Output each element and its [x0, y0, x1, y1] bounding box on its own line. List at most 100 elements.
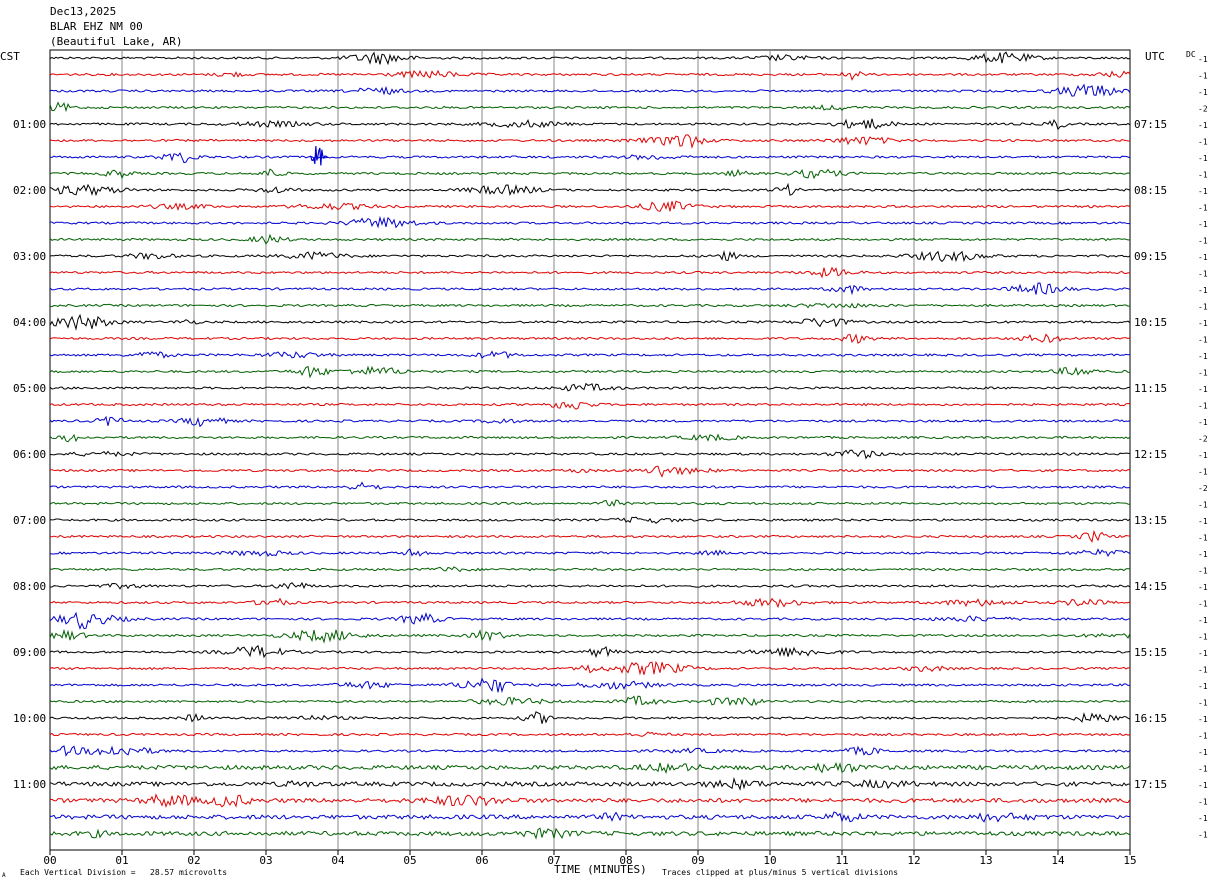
dc-offset-value: -1: [1198, 715, 1208, 724]
x-tick-label: 15: [1123, 854, 1136, 867]
x-tick-label: 06: [475, 854, 488, 867]
seismic-trace: [49, 101, 1131, 113]
dc-offset-value: -1: [1198, 121, 1208, 130]
seismic-trace: [49, 611, 1131, 630]
seismic-trace: [49, 827, 1131, 840]
right-hour-label: 11:15: [1134, 382, 1167, 395]
seismic-trace: [49, 118, 1131, 131]
left-hour-label: 08:00: [13, 580, 46, 593]
dc-offset-value: -1: [1198, 220, 1208, 229]
left-hour-label: 05:00: [13, 382, 46, 395]
dc-offset-value: -1: [1198, 798, 1208, 807]
seismic-trace: [50, 581, 1131, 590]
seismic-trace: [49, 215, 1131, 229]
seismic-trace: [49, 677, 1130, 694]
right-timezone-label: UTC: [1145, 50, 1165, 63]
x-tick-label: 04: [331, 854, 345, 867]
x-tick-label: 10: [763, 854, 776, 867]
right-hour-label: 17:15: [1134, 778, 1167, 791]
dc-offset-value: -1: [1198, 501, 1208, 510]
seismic-trace: [49, 548, 1131, 557]
dc-offset-value: -1: [1198, 666, 1208, 675]
station-code: BLAR EHZ NM 00: [50, 20, 143, 33]
x-tick-label: 09: [691, 854, 704, 867]
seismic-trace: [49, 481, 1131, 490]
seismic-trace: [49, 628, 1131, 644]
seismic-trace: [49, 745, 1131, 757]
dc-offset-value: -1: [1198, 237, 1208, 246]
seismic-trace: [49, 401, 1131, 410]
seismic-trace: [49, 516, 1131, 524]
seismic-trace: [50, 302, 1130, 309]
right-hour-label: 12:15: [1134, 448, 1167, 461]
dc-offset-value: -1: [1198, 187, 1208, 196]
dc-offset-value: -1: [1198, 451, 1208, 460]
seismic-trace: [49, 350, 1131, 360]
left-hour-label: 07:00: [13, 514, 46, 527]
seismic-trace: [49, 69, 1131, 81]
seismic-trace: [49, 711, 1131, 724]
seismic-trace: [49, 134, 1131, 149]
event-burst-trace: [309, 146, 328, 166]
dc-offset-value: -1: [1198, 319, 1208, 328]
seismic-trace: [49, 200, 1131, 212]
dc-offset-value: -1: [1198, 748, 1208, 757]
dc-offset-value: -2: [1198, 105, 1208, 114]
dc-offset-value: -1: [1198, 781, 1208, 790]
dc-offset-value: -1: [1198, 72, 1208, 81]
x-tick-label: 03: [259, 854, 272, 867]
left-hour-label: 03:00: [13, 250, 46, 263]
right-hour-label: 08:15: [1134, 184, 1167, 197]
left-hour-label: 06:00: [13, 448, 46, 461]
x-tick-label: 11: [835, 854, 848, 867]
right-hour-label: 07:15: [1134, 118, 1167, 131]
x-tick-label: 01: [115, 854, 128, 867]
dc-offset-value: -1: [1198, 616, 1208, 625]
dc-offset-value: -1: [1198, 534, 1208, 543]
x-tick-label: 14: [1051, 854, 1065, 867]
seismic-trace: [49, 233, 1131, 245]
dc-offset-value: -1: [1198, 204, 1208, 213]
x-tick-label: 07: [547, 854, 560, 867]
x-tick-label: 05: [403, 854, 416, 867]
left-hour-label: 10:00: [13, 712, 46, 725]
dc-offset-value: -1: [1198, 682, 1208, 691]
left-hour-label: 09:00: [13, 646, 46, 659]
dc-header-label: DC: [1186, 50, 1196, 59]
seismic-trace: [49, 182, 1131, 197]
dc-offset-value: -1: [1198, 567, 1208, 576]
dc-offset-value: -1: [1198, 649, 1208, 658]
right-hour-label: 14:15: [1134, 580, 1167, 593]
right-hour-label: 10:15: [1134, 316, 1167, 329]
dc-offset-value: -1: [1198, 831, 1208, 840]
x-tick-label: 12: [907, 854, 920, 867]
seismic-trace: [49, 433, 1131, 443]
seismic-trace: [49, 250, 1131, 263]
dc-offset-value: -1: [1198, 385, 1208, 394]
left-hour-label: 04:00: [13, 316, 46, 329]
x-tick-label: 00: [43, 854, 56, 867]
left-hour-label: 01:00: [13, 118, 46, 131]
seismic-trace: [49, 449, 1131, 460]
dc-offset-value: -1: [1198, 88, 1208, 97]
dc-offset-value: -1: [1198, 517, 1208, 526]
dc-offset-value: -1: [1198, 402, 1208, 411]
seismic-trace: [49, 365, 1131, 379]
dc-offset-value: -1: [1198, 138, 1208, 147]
seismic-trace: [49, 762, 1131, 775]
dc-offset-value: -1: [1198, 369, 1208, 378]
dc-offset-value: -1: [1198, 418, 1208, 427]
plot-date: Dec13,2025: [50, 5, 117, 18]
dc-offset-value: -1: [1198, 286, 1208, 295]
right-hour-label: 13:15: [1134, 514, 1167, 527]
seismic-trace: [49, 282, 1131, 296]
right-hour-label: 16:15: [1134, 712, 1167, 725]
seismic-trace: [49, 51, 1131, 66]
dc-offset-value: -1: [1198, 154, 1208, 163]
vertical-division-note: Each Vertical Division = 28.57 microvolt…: [20, 868, 228, 877]
seismic-trace: [49, 660, 1131, 676]
dc-offset-value: -1: [1198, 352, 1208, 361]
seismic-trace: [49, 695, 1131, 707]
seismic-trace: [49, 333, 1131, 344]
dc-offset-value: -1: [1198, 303, 1208, 312]
